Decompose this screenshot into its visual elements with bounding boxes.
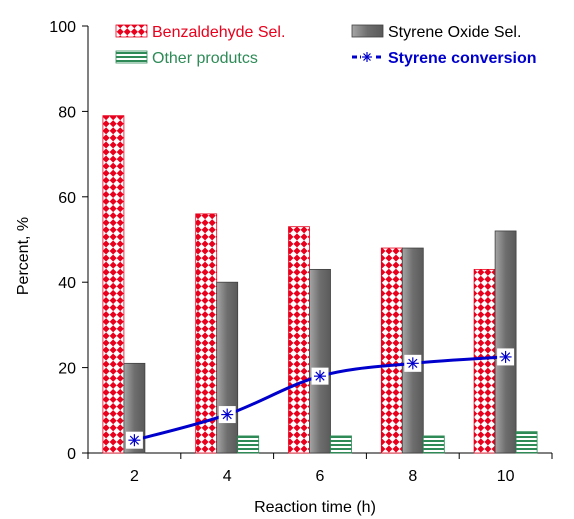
y-tick-label: 0 (67, 446, 76, 463)
legend-swatch (115, 50, 148, 64)
legend-swatch (115, 24, 148, 38)
legend-label: Styrene conversion (388, 50, 537, 67)
benzaldehyde-bar (380, 247, 403, 454)
legend-label: Other produtcs (152, 50, 258, 67)
conversion-point (125, 431, 143, 449)
x-tick-label: 6 (316, 468, 325, 485)
benzaldehyde-bar (473, 268, 496, 454)
y-tick-label: 60 (58, 190, 76, 207)
conversion-point (404, 354, 422, 372)
other-products-bar (237, 435, 260, 454)
other-products-bar (515, 431, 538, 454)
bars (102, 115, 538, 454)
y-tick-label: 100 (49, 19, 76, 36)
legend-item-styrene-conversion: Styrene conversion (352, 50, 537, 67)
benzaldehyde-bar (288, 226, 310, 454)
y-tick-label: 40 (58, 275, 76, 292)
other-products-bar (422, 435, 445, 454)
x-tick-label: 8 (408, 468, 417, 485)
conversion-point (311, 367, 329, 385)
legend-item-other-products: Other produtcs (115, 50, 258, 67)
styrene-oxide-bar (309, 268, 331, 454)
benzaldehyde-bar (102, 115, 125, 454)
styrene-oxide-bar (123, 362, 146, 454)
x-tick-label: 2 (130, 468, 139, 485)
x-tick-label: 10 (497, 468, 515, 485)
legend-item-benzaldehyde: Benzaldehyde Sel. (115, 24, 285, 41)
x-axis-title: Reaction time (h) (254, 499, 376, 516)
conversion-point (497, 348, 515, 366)
styrene-oxide-bar (216, 281, 239, 454)
legend-swatch (351, 24, 384, 38)
other-products-bar (330, 435, 352, 454)
x-tick-label: 4 (223, 468, 232, 485)
conversion-point (218, 406, 236, 424)
y-tick-label: 80 (58, 104, 76, 121)
y-axis-title: Percent, % (15, 217, 32, 295)
legend-label: Styrene Oxide Sel. (388, 24, 521, 41)
benzaldehyde-bar (195, 213, 218, 454)
legend-label: Benzaldehyde Sel. (152, 24, 285, 41)
axes: 0 20 40 60 80 100 2 4 6 8 10 (49, 19, 553, 485)
legend-item-styrene-oxide: Styrene Oxide Sel. (351, 24, 521, 41)
styrene-oxide-bar (494, 230, 517, 454)
y-tick-label: 20 (58, 361, 76, 378)
conversion-line-group (125, 348, 515, 449)
styrene-oxide-bar (401, 247, 424, 454)
legend: Benzaldehyde Sel. Styrene Oxide Sel. Other… (115, 24, 537, 67)
